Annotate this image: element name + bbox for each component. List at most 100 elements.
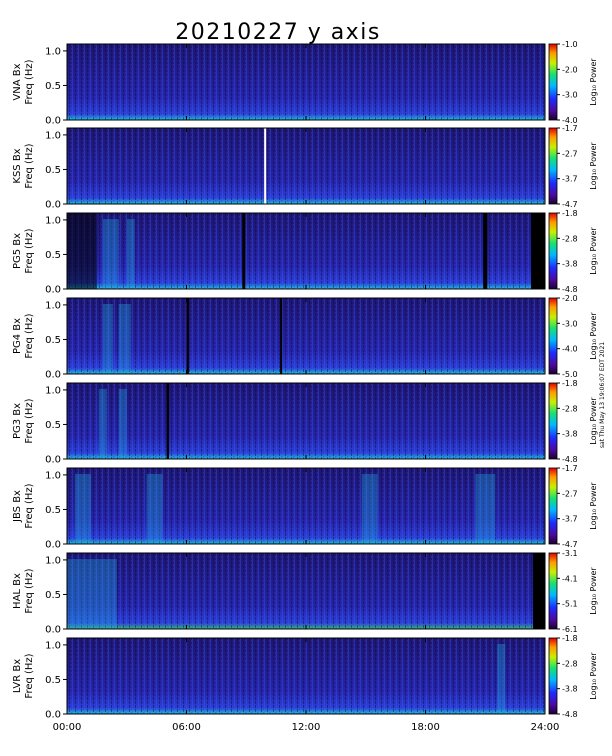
colorbar-tick-label: -2.8 [562, 659, 578, 668]
colorbar-tick-label: -3.8 [562, 685, 578, 694]
y-tick-label: 0.5 [45, 505, 61, 516]
colorbar-tick-label: -5.0 [562, 370, 578, 379]
colorbar-tick-label: -1.8 [562, 209, 578, 218]
y-tick-label: 0.5 [45, 81, 61, 92]
colorbar-tick-label: -1.8 [562, 379, 578, 388]
colorbar-tick-label: -5.1 [562, 600, 578, 609]
colorbar-tick-label: -4.0 [562, 116, 578, 125]
data-gap [242, 213, 246, 289]
colorbar-tick-label: -3.7 [562, 175, 578, 184]
colorbar [548, 297, 558, 375]
colorbar-tick-label: -2.7 [562, 149, 578, 158]
data-gap [483, 213, 488, 289]
y-axis-label: Freq (Hz) [24, 143, 35, 188]
colorbar-tick-label: -4.7 [562, 200, 578, 209]
colorbar [548, 382, 558, 460]
data-gap [533, 553, 545, 629]
emission-band [67, 559, 117, 629]
spectrogram-texture [67, 638, 545, 714]
panel-pg3: 0.0 0.5 1.0 PG3 Bx Freq (Hz) -1.8 -2.8 -3.8 -4.8… [12, 379, 598, 466]
colorbar-tick-label: -4.1 [562, 574, 578, 583]
station-label: PG4 Bx [12, 318, 23, 354]
station-label: VNA Bx [12, 63, 23, 100]
emission-band [102, 304, 113, 374]
spectrogram-texture [67, 128, 545, 204]
y-tick-label: 1.0 [45, 130, 61, 141]
colorbar-tick-label: -3.8 [562, 260, 578, 269]
panel-pg5: 0.0 0.5 1.0 PG5 Bx Freq (Hz) -1.8 -2.8 -3.8 -4.8… [12, 209, 598, 296]
station-label: KSS Bx [12, 148, 23, 183]
panel-hal: 0.0 0.5 1.0 HAL Bx Freq (Hz) -3.1 -4.1 -5.1 -6.1… [12, 549, 598, 636]
emission-band [102, 219, 119, 289]
colorbar-tick-label: -4.7 [562, 540, 578, 549]
colorbar-tick-label: -4.0 [562, 345, 578, 354]
y-tick-label: 0.0 [45, 370, 61, 381]
station-label: LVR Bx [12, 659, 23, 693]
colorbar-tick-label: -4.8 [562, 455, 578, 464]
colorbar-label: Log₁₀ Power [589, 397, 598, 445]
colorbar-label: Log₁₀ Power [589, 312, 598, 360]
x-tick-label: 12:00 [292, 722, 321, 733]
x-tick-label: 00:00 [53, 722, 82, 733]
data-gap [166, 383, 169, 459]
data-gap [531, 213, 545, 289]
colorbar-label: Log₁₀ Power [589, 58, 598, 106]
spectrogram-texture [67, 553, 545, 629]
x-tick-label: 18:00 [411, 722, 440, 733]
colorbar-tick-label: -4.8 [562, 710, 578, 719]
panel-lvr: 0.0 0.5 1.0 LVR Bx Freq (Hz) -1.8 -2.8 -3.8 -4.8… [12, 634, 598, 721]
y-axis-label: Freq (Hz) [24, 568, 35, 613]
spectrogram-texture [67, 44, 545, 120]
data-gap [264, 128, 267, 204]
y-tick-label: 0.0 [45, 455, 61, 466]
y-axis-label: Freq (Hz) [24, 313, 35, 358]
y-tick-label: 0.0 [45, 285, 61, 296]
colorbar-tick-label: -2.0 [562, 65, 578, 74]
y-tick-label: 1.0 [45, 385, 61, 396]
station-label: JBS Bx [12, 490, 23, 523]
panel-pg4: 0.0 0.5 1.0 PG4 Bx Freq (Hz) -2.0 -3.0 -4.0 -5.0… [12, 294, 598, 381]
y-tick-label: 0.5 [45, 420, 61, 431]
emission-band [74, 474, 91, 544]
emission-band [475, 474, 496, 544]
data-gap [186, 298, 189, 374]
colorbar-tick-label: -1.7 [562, 124, 578, 133]
colorbar-label: Log₁₀ Power [589, 567, 598, 615]
panel-jbs: 0.0 0.5 1.0 JBS Bx Freq (Hz) -1.7 -2.7 -3.7 -4.7… [12, 464, 598, 551]
colorbar-label: Log₁₀ Power [589, 652, 598, 700]
emission-band [361, 474, 378, 544]
panel-vna: 0.0 0.5 1.0 VNA Bx Freq (Hz) -1.0 -2.0 -3.0 -4.0… [12, 40, 598, 127]
colorbar-label: Log₁₀ Power [589, 227, 598, 275]
emission-band [98, 389, 107, 459]
colorbar-tick-label: -6.1 [562, 625, 578, 634]
emission-band [126, 219, 135, 289]
figure-title: 20210227 y axis [175, 20, 381, 45]
y-tick-label: 0.5 [45, 675, 61, 686]
colorbar-tick-label: -1.7 [562, 464, 578, 473]
spectrogram-texture [67, 468, 545, 544]
y-tick-label: 1.0 [45, 470, 61, 481]
data-gap [280, 298, 283, 374]
colorbar-tick-label: -3.1 [562, 549, 578, 558]
colorbar-label: Log₁₀ Power [589, 482, 598, 530]
colorbar-label: Log₁₀ Power [589, 142, 598, 190]
data-gap [67, 213, 97, 289]
colorbar-tick-label: -2.7 [562, 489, 578, 498]
colorbar-tick-label: -2.8 [562, 234, 578, 243]
emission-band [118, 304, 131, 374]
y-axis-label: Freq (Hz) [24, 59, 35, 104]
colorbar [548, 552, 558, 630]
x-tick-label: 06:00 [172, 722, 201, 733]
emission-band [118, 389, 127, 459]
colorbar [548, 127, 558, 205]
y-axis-label: Freq (Hz) [24, 653, 35, 698]
y-tick-label: 0.5 [45, 165, 61, 176]
y-tick-label: 0.0 [45, 710, 61, 721]
y-tick-label: 0.5 [45, 590, 61, 601]
station-label: PG5 Bx [12, 233, 23, 269]
y-tick-label: 1.0 [45, 555, 61, 566]
spectrogram-texture [67, 298, 545, 374]
y-tick-label: 0.5 [45, 250, 61, 261]
y-axis-label: Freq (Hz) [24, 483, 35, 528]
